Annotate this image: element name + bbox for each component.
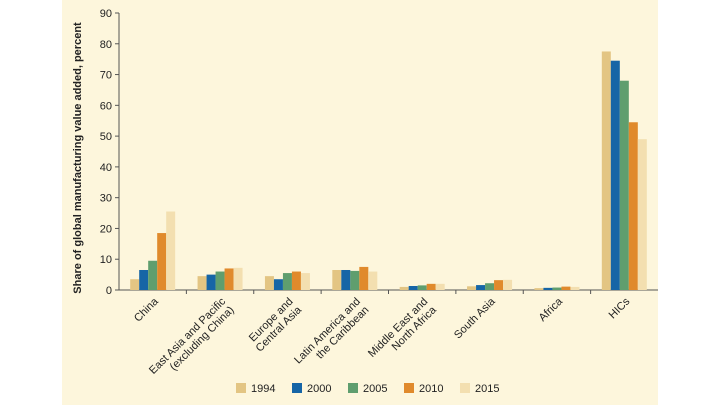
y-tick-label: 50 [100,131,112,143]
bar [332,269,342,290]
y-tick-label: 30 [100,193,112,205]
x-tick-label: South Asia [452,295,498,341]
bar [233,267,243,290]
bar [291,271,301,290]
bar [264,276,274,290]
bar [552,287,562,290]
bar [197,276,207,290]
legend: 1994 2000 2005 2010 2015 [236,383,499,395]
bar [139,269,149,290]
bar [130,279,140,290]
bar [570,286,580,290]
y-tick-label: 10 [100,254,112,266]
x-tick-label-line: China [132,295,161,324]
bar [399,286,409,290]
bar [359,266,369,290]
legend-label: 2005 [363,383,387,395]
bar [619,80,629,290]
x-tick-label: Africa [537,295,566,324]
x-tick-label: Middle East andNorth Africa [366,295,439,368]
bars [130,51,647,291]
bar [408,285,418,290]
legend-swatch [348,383,358,393]
y-tick-label: 60 [100,100,112,112]
bar [435,283,445,290]
bar [561,286,571,290]
y-tick-label: 80 [100,39,112,51]
bar [341,269,351,290]
bar [282,273,292,290]
x-tick-label-line: East Asia and Pacific [147,295,228,376]
y-tick-label: 90 [100,8,112,20]
bar [543,287,553,290]
bar [206,274,216,290]
bar [368,271,378,290]
x-tick-label-line: South Asia [452,295,498,341]
bar [224,268,234,290]
x-tick-label: East Asia and Pacific(excluding China) [147,295,237,385]
x-tick-label: Europe andCentral Asia [245,295,305,355]
bar [350,270,360,290]
bar [503,279,513,290]
y-tick-label: 0 [106,285,112,297]
legend-label: 2010 [419,383,443,395]
bar [610,60,620,291]
y-axis-label: Share of global manufacturing value adde… [72,22,84,294]
bar [494,280,504,290]
x-tick-label: Latin America andthe Caribbean [292,296,371,375]
bar [273,279,283,290]
legend-label: 2015 [475,383,499,395]
legend-swatch [236,383,246,393]
bar [215,271,225,290]
y-tick-label: 20 [100,223,112,235]
bar [485,283,495,290]
axes: 0 10 20 30 40 50 60 70 80 90 [100,8,658,297]
x-tick-label: HICs [607,295,633,321]
chart-panel [62,0,658,405]
bar [467,286,477,290]
legend-swatch [460,383,470,393]
bar [166,211,176,290]
legend-label: 1994 [251,383,275,395]
bar [148,260,158,290]
bar [601,51,611,290]
bar [157,233,167,290]
bar [628,122,638,290]
x-tick-label-line: Africa [537,295,566,324]
bar [417,285,427,290]
bar [534,288,544,290]
y-tick-label: 70 [100,70,112,82]
x-tick-label: China [132,295,161,324]
bar [637,139,647,290]
legend-swatch [404,383,414,393]
bar [476,285,486,290]
bar [300,273,310,290]
y-tick-label: 40 [100,162,112,174]
x-tick-label-line: HICs [607,295,633,321]
legend-label: 2000 [307,383,331,395]
bar [426,283,436,290]
legend-swatch [292,383,302,393]
